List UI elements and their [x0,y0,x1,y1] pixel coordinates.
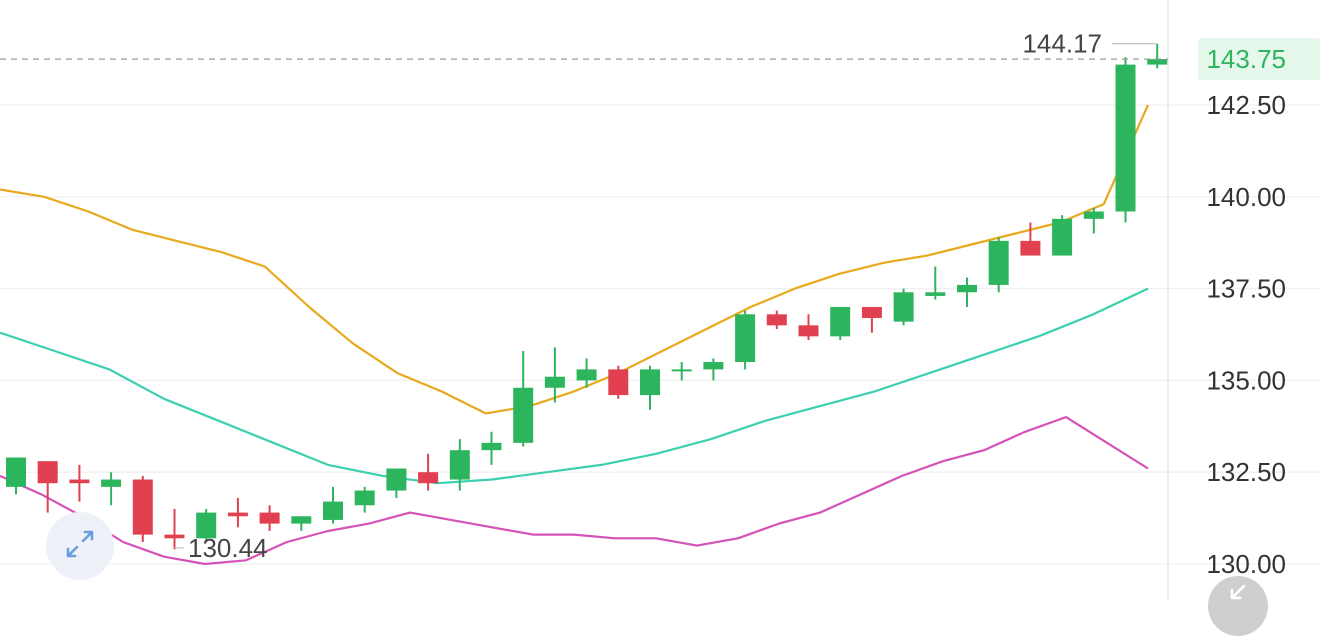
candle-body [1083,211,1104,219]
candle-body [291,516,312,524]
last-price-badge [1198,38,1320,81]
candle-body [323,501,343,520]
candle-body [861,306,882,318]
candle-body [386,468,407,491]
candle-body [830,306,851,337]
candle-body [1115,64,1136,212]
candle-body [101,479,122,487]
ma-line [0,104,1150,415]
price-axis: 143.75 142.50 140.00 137.50 135.00 132.50 130… [1198,38,1320,579]
candle-body [798,325,819,337]
ma-line [0,287,1149,485]
fullscreen-button[interactable] [46,512,114,580]
candle-body [608,369,629,396]
candle-body [259,512,280,524]
candle-body [37,461,58,484]
y-tick-label: 140.00 [1206,182,1286,212]
candle-body [481,442,502,451]
candle-body [735,314,756,363]
y-tick-label: 142.50 [1206,90,1286,120]
candle-body [893,292,914,322]
candle-body [988,240,1009,285]
candle-body [640,369,660,396]
candle-body [513,387,534,443]
candle-body [418,472,439,484]
candle-body [1052,218,1073,256]
y-tick-label: 135.00 [1206,365,1286,395]
last-price-value: 143.75 [1206,44,1286,74]
candle-body [671,369,692,372]
candle-body [69,479,90,484]
y-tick-label: 132.50 [1206,457,1286,487]
annotations: 144.17 130.44 [0,29,1168,563]
grid [0,104,1320,565]
candle-body [164,534,185,539]
candle-body [957,284,977,293]
expand-arrows-icon [62,526,98,567]
candle-body [766,314,787,326]
scroll-to-latest-button[interactable] [1208,576,1268,636]
candle-body [925,292,946,296]
candle-body [354,490,375,506]
candle-body [576,369,597,381]
moving-averages [0,104,1150,566]
candle-body [449,450,470,480]
candles [6,43,1168,550]
candlestick-chart: 144.17 130.44 143.75 142.50140.00137.501… [0,0,1320,599]
candle-body [544,376,565,388]
candle-body [132,479,153,535]
candle-body [6,457,26,487]
y-tick-label: 137.50 [1206,274,1286,304]
candle-body [703,362,724,370]
candle-body [1147,59,1168,65]
candle-body [1020,240,1041,256]
y-tick-label: 130.00 [1206,549,1286,579]
max-price-label: 144.17 [1022,29,1102,59]
candle-body [227,512,248,517]
ma-line [0,416,1149,566]
scroll-to-latest-icon [1226,576,1250,607]
candle-body [196,512,217,539]
min-price-label: 130.44 [188,533,268,563]
